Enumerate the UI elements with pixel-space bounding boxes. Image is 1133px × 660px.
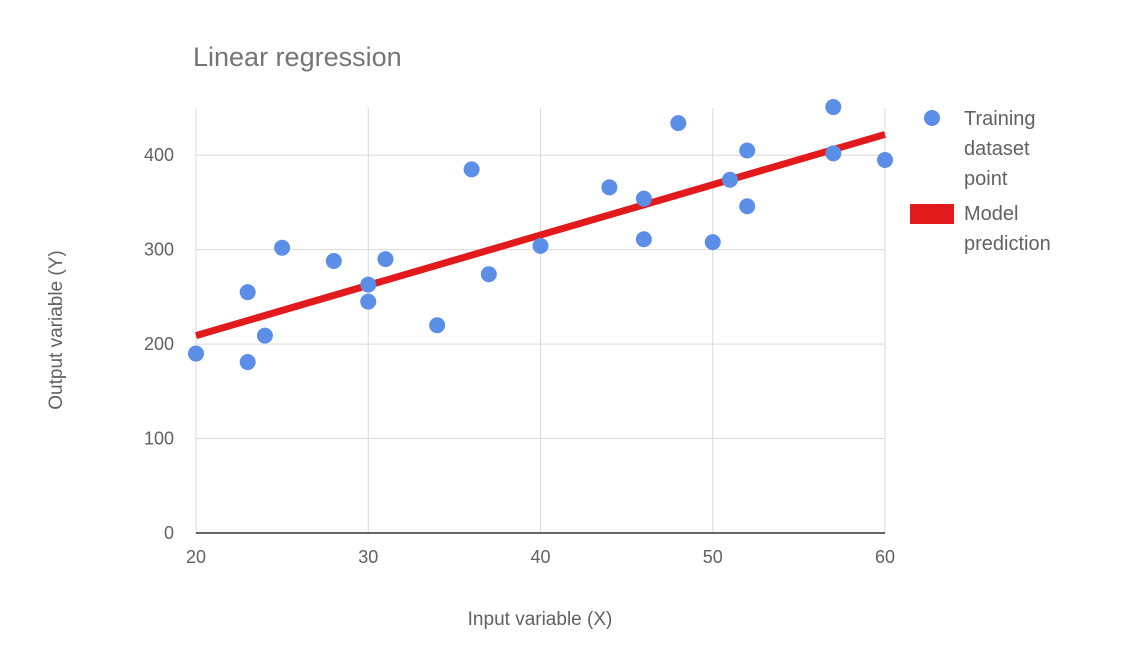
legend: Training dataset point Model prediction [910, 108, 1051, 255]
training-data-point [877, 151, 893, 168]
y-axis-title: Output variable (Y) [46, 250, 67, 409]
training-data-point [463, 161, 480, 178]
y-tick-label: 200 [144, 334, 174, 354]
training-data-point [325, 253, 342, 269]
legend-model-label: prediction [964, 233, 1051, 255]
model-prediction-line [195, 131, 886, 339]
training-data-point [377, 251, 394, 268]
training-data-point [239, 284, 256, 301]
training-points-series [188, 99, 893, 371]
x-tick-label: 30 [358, 547, 378, 567]
gridlines [195, 108, 886, 533]
x-axis-ticks: 20 30 40 50 60 [186, 547, 895, 567]
legend-training-marker [924, 110, 940, 126]
y-tick-label: 300 [144, 240, 174, 260]
x-tick-label: 50 [703, 547, 723, 567]
training-data-point [739, 142, 756, 159]
chart-title: Linear regression [193, 42, 402, 72]
training-data-point [360, 293, 377, 310]
training-data-point [480, 266, 497, 283]
legend-model-marker [910, 204, 954, 224]
legend-training-label: dataset [964, 138, 1030, 160]
training-data-point [274, 239, 291, 256]
training-data-point [670, 115, 687, 132]
training-data-point [739, 198, 756, 215]
training-data-point [256, 327, 273, 344]
x-tick-label: 20 [186, 547, 206, 567]
training-data-point [635, 190, 652, 207]
training-data-point [239, 354, 256, 371]
x-tick-label: 40 [530, 547, 550, 567]
x-tick-label: 60 [875, 547, 895, 567]
x-axis-title: Input variable (X) [468, 609, 613, 630]
y-tick-label: 400 [144, 145, 174, 165]
training-data-point [704, 234, 721, 251]
training-data-point [635, 231, 652, 248]
y-axis-ticks: 0 100 200 300 400 [144, 145, 174, 543]
training-data-point [429, 317, 446, 334]
y-tick-label: 100 [144, 429, 174, 449]
training-data-point [825, 145, 842, 162]
y-tick-label: 0 [164, 523, 174, 543]
training-data-point [601, 179, 618, 196]
model-prediction-series [195, 131, 886, 339]
training-data-point [721, 171, 738, 188]
legend-training-label: Training [964, 108, 1036, 130]
legend-model-label: Model [964, 203, 1018, 225]
training-data-point [532, 237, 549, 254]
legend-training-label: point [964, 168, 1008, 190]
training-data-point [825, 99, 842, 116]
training-data-point [188, 345, 204, 362]
training-data-point [360, 276, 377, 293]
